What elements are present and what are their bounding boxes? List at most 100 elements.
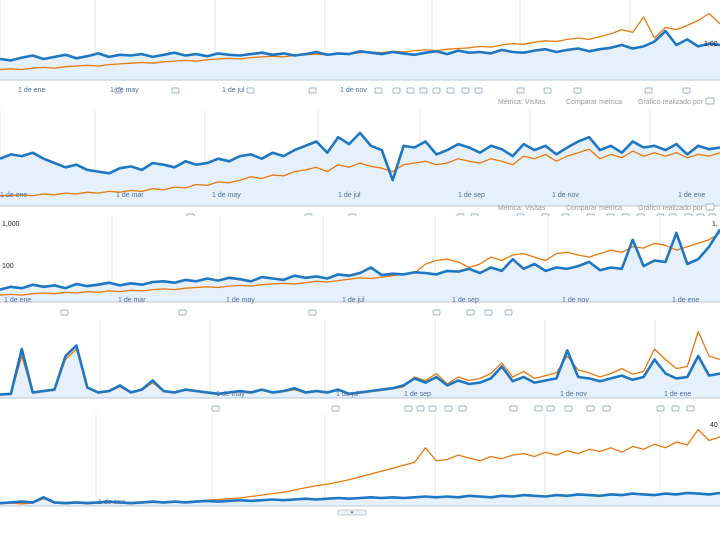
annotation-marker[interactable] xyxy=(684,213,693,216)
toolbar-metric[interactable]: Métrica: Visitas xyxy=(498,205,546,212)
x-tick-label: 1 de sep xyxy=(404,391,431,398)
series-area xyxy=(0,229,720,302)
x-tick-label: 1 de sep xyxy=(458,192,485,199)
annotation-marker[interactable] xyxy=(541,213,550,216)
series-line-orange xyxy=(0,232,720,296)
chart-panel-3: 1 de ene 1 de mar 1 de may 1 de jul 1 de sep… xyxy=(0,216,720,320)
toolbar-icon[interactable] xyxy=(705,97,715,105)
toolbar-chart-by[interactable]: Gráfico realizado por xyxy=(638,205,704,212)
series-line-blue xyxy=(0,29,720,62)
annotation-marker[interactable] xyxy=(246,87,255,94)
chart-panel-1: 1 de ene 1 de may 1 de jul 1 de nov 1,00 Métr… xyxy=(0,0,720,110)
annotation-marker[interactable] xyxy=(456,213,465,216)
annotation-marker[interactable] xyxy=(636,213,645,216)
x-tick-label: 1 de ene xyxy=(98,499,125,506)
annotation-marker[interactable] xyxy=(432,87,441,94)
annotation-marker[interactable] xyxy=(186,213,195,216)
annotation-marker[interactable] xyxy=(534,405,543,412)
annotation-marker[interactable] xyxy=(509,405,518,412)
annotation-marker[interactable] xyxy=(466,309,475,316)
chart-svg-1: 1 de ene 1 de may 1 de jul 1 de nov 1,00 Métr… xyxy=(0,0,720,106)
annotation-marker[interactable] xyxy=(682,87,691,94)
annotation-marker[interactable] xyxy=(546,405,555,412)
annotation-marker[interactable] xyxy=(668,213,677,216)
series-line-blue xyxy=(0,131,720,182)
annotation-marker[interactable] xyxy=(696,213,705,216)
annotation-marker[interactable] xyxy=(114,87,123,94)
annotation-marker[interactable] xyxy=(602,405,611,412)
toolbar-compare[interactable]: Comparar métrica xyxy=(566,99,622,106)
series-area xyxy=(0,345,720,398)
annotation-marker[interactable] xyxy=(171,87,180,94)
chart-panel-2: 1 de ene 1 de mar 1 de may 1 de jul 1 de sep… xyxy=(0,110,720,216)
annotation-marker[interactable] xyxy=(444,405,453,412)
series-line-blue xyxy=(0,228,720,291)
annotation-marker[interactable] xyxy=(656,405,665,412)
annotation-marker[interactable] xyxy=(561,213,570,216)
x-tick-label: 1 de may xyxy=(226,297,255,304)
x-tick-label: 1 de jul xyxy=(338,192,361,199)
y-axis-label-right: 1,00 xyxy=(704,41,718,48)
y-axis-label-right: 1, xyxy=(712,221,718,228)
x-tick-label: 1 de jul xyxy=(342,297,365,304)
x-tick-label: 1 de ene xyxy=(4,297,31,304)
x-tick-label: 1 de nov xyxy=(562,297,589,304)
annotation-marker[interactable] xyxy=(211,405,220,412)
annotation-marker[interactable] xyxy=(404,405,413,412)
annotation-marker[interactable] xyxy=(406,87,415,94)
annotation-marker[interactable] xyxy=(308,87,317,94)
annotation-marker[interactable] xyxy=(374,87,383,94)
annotation-marker[interactable] xyxy=(60,309,69,316)
annotation-marker[interactable] xyxy=(304,213,313,216)
annotation-marker[interactable] xyxy=(606,213,615,216)
annotation-marker[interactable] xyxy=(586,405,595,412)
annotation-marker[interactable] xyxy=(458,405,467,412)
toolbar-chart-by[interactable]: Gráfico realizado por xyxy=(638,99,704,106)
annotation-marker[interactable] xyxy=(586,213,595,216)
annotation-marker[interactable] xyxy=(432,309,441,316)
x-tick-label: 1 de nov xyxy=(552,192,579,199)
annotation-marker[interactable] xyxy=(416,405,425,412)
toolbar-compare[interactable]: Comparar métrica xyxy=(566,205,622,212)
x-tick-label: 1 de nov xyxy=(560,391,587,398)
annotation-marker[interactable] xyxy=(419,87,428,94)
annotation-marker[interactable] xyxy=(484,309,493,316)
annotation-marker[interactable] xyxy=(348,213,357,216)
annotation-marker[interactable] xyxy=(656,213,665,216)
annotation-marker[interactable] xyxy=(621,213,630,216)
annotation-marker[interactable] xyxy=(461,87,470,94)
toolbar-icon[interactable] xyxy=(705,203,715,211)
annotation-marker[interactable] xyxy=(516,213,525,216)
series-line-orange xyxy=(0,148,720,197)
annotation-marker[interactable] xyxy=(671,405,680,412)
annotation-marker[interactable] xyxy=(178,309,187,316)
annotation-marker[interactable] xyxy=(474,87,483,94)
chart-panel-5: 1 de ene 40 xyxy=(0,414,720,540)
chart-svg-4: 1 de may 1 de jul 1 de sep 1 de nov 1 de ene xyxy=(0,320,720,412)
annotation-marker[interactable] xyxy=(428,405,437,412)
annotation-marker[interactable] xyxy=(331,405,340,412)
annotation-marker[interactable] xyxy=(573,87,582,94)
chart-svg-5: 1 de ene 40 xyxy=(0,414,720,516)
annotation-marker[interactable] xyxy=(308,309,317,316)
y-axis-label-top: 1,000 xyxy=(2,221,20,228)
x-tick-label: 1 de ene xyxy=(672,297,699,304)
x-tick-label: 1 de sep xyxy=(452,297,479,304)
annotation-marker[interactable] xyxy=(516,87,525,94)
series-line-blue xyxy=(0,491,720,505)
annotation-marker[interactable] xyxy=(504,309,513,316)
x-tick-label: 1 de may xyxy=(212,192,241,199)
annotation-marker[interactable] xyxy=(564,405,573,412)
chevron-down-icon xyxy=(350,511,354,514)
annotation-marker[interactable] xyxy=(708,213,717,216)
chart-svg-2: 1 de ene 1 de mar 1 de may 1 de jul 1 de sep… xyxy=(0,110,720,216)
annotation-marker[interactable] xyxy=(392,87,401,94)
x-tick-label: 1 de ene xyxy=(678,192,705,199)
annotation-marker[interactable] xyxy=(543,87,552,94)
annotation-marker[interactable] xyxy=(644,87,653,94)
annotation-marker[interactable] xyxy=(686,405,695,412)
series-line-orange xyxy=(0,428,720,505)
annotation-marker[interactable] xyxy=(470,213,479,216)
toolbar-metric[interactable]: Métrica: Visitas xyxy=(498,99,546,106)
annotation-marker[interactable] xyxy=(446,87,455,94)
